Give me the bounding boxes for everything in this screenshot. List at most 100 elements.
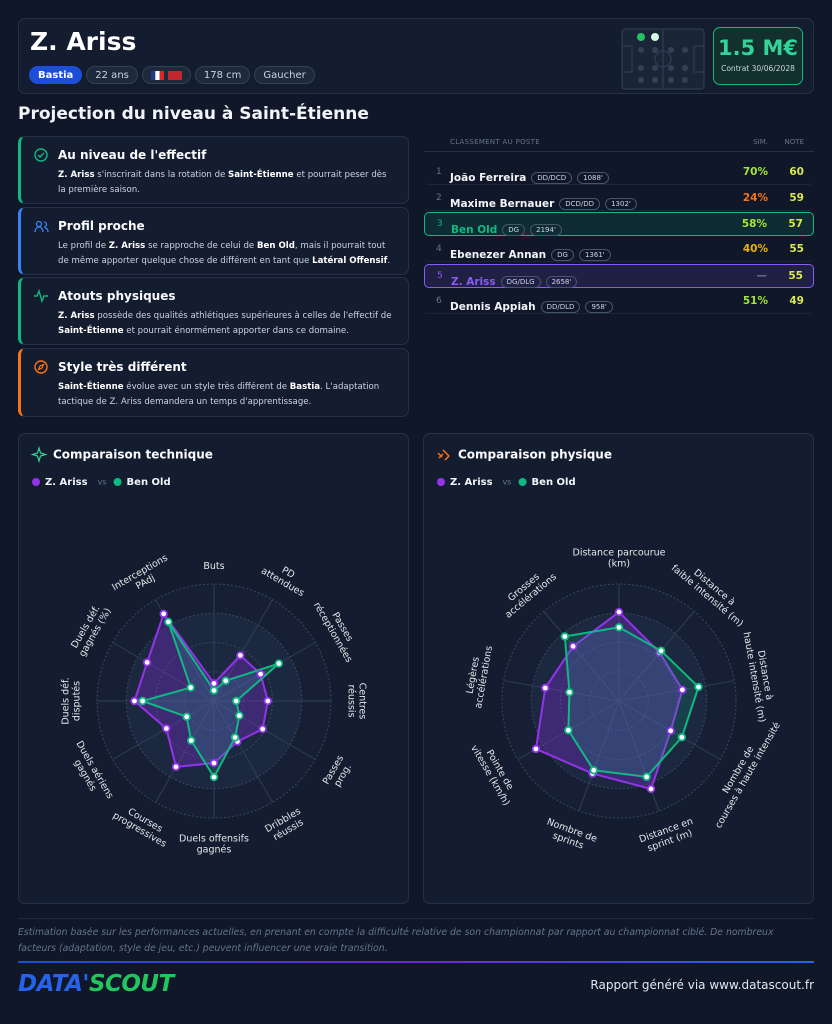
radar-area [563, 626, 700, 778]
axis-label: PDattendues [259, 556, 312, 599]
position-badge: DG/DLG [500, 275, 541, 288]
minutes-badge: 958' [585, 300, 613, 313]
axis-label: Distance àhaute intensité (m) [741, 629, 779, 723]
text-run: Ben Old [256, 241, 295, 251]
radar-point [235, 711, 244, 720]
axis-label-line: Duels déf. [61, 677, 72, 724]
card-title: Style très différent [58, 360, 187, 374]
card-icon [34, 288, 49, 308]
divider [18, 918, 814, 919]
player-name: João Ferreira [450, 172, 527, 184]
radar-point [232, 696, 241, 706]
footer-line [18, 961, 814, 963]
minutes-badge: 1361' [578, 249, 611, 262]
axis-label: Distance ensprint (m) [638, 816, 699, 856]
minutes-badge: 2658' [545, 275, 578, 288]
card-text: Z. Ariss possède des qualités athlétique… [58, 309, 396, 339]
icon [30, 445, 48, 464]
legend-vs: vs [503, 478, 512, 487]
ranking-row: 5 Z. Ariss DG/DLG 2658' — 55 [424, 263, 814, 288]
ranking-row: 4 Ebenezer Annan DG 1361' 40% 55 [424, 238, 814, 263]
text-run: Z. Ariss [58, 311, 95, 321]
spoke [213, 642, 316, 702]
chart-title: Comparaison technique [53, 448, 213, 462]
card-text: Le profil de Z. Ariss se rapproche de ce… [58, 239, 396, 269]
radar-point [186, 736, 196, 745]
rank: 2 [436, 192, 442, 203]
minutes-badge: 1088' [577, 172, 609, 184]
player: João Ferreira DD/DCD 1088' [450, 166, 609, 185]
insight-card: Au niveau de l'effectif Z. Ariss s'inscri… [18, 136, 409, 204]
insight-card: Atouts physiques Z. Ariss possède des qua… [18, 277, 409, 345]
player-name: Z. Ariss [451, 275, 496, 288]
radar-point [263, 696, 273, 706]
grid-ring [560, 642, 678, 760]
radar-point [186, 683, 195, 692]
flags [141, 66, 191, 84]
radar-point [209, 772, 219, 782]
radar-point [531, 744, 541, 754]
player: Maxime Bernauer DCD/DD 1302' [450, 192, 637, 211]
card-title: Au niveau de l'effectif [58, 148, 207, 162]
title-icon [30, 445, 48, 464]
radar-point [560, 632, 570, 641]
chart-panel: Comparaison physique Z. Ariss vs Ben Old Dis… [423, 433, 814, 904]
radar-point [209, 686, 219, 695]
column-header: SIM. [753, 138, 768, 146]
radar-point [694, 682, 703, 692]
axis-label: Buts [203, 561, 224, 572]
similarity: — [756, 269, 768, 282]
insight-card: Profil proche Le profil de Z. Ariss se ra… [18, 207, 409, 275]
card-text: Z. Ariss s'inscrirait dans la rotation d… [58, 168, 396, 198]
radar-point [646, 784, 656, 794]
ranking-row: 1 João Ferreira DD/DCD 1088' 70% 60 [424, 161, 814, 185]
similarity: 70% [742, 166, 768, 178]
radar-chart: Comparaison physique Z. Ariss vs Ben Old Dis… [437, 448, 783, 856]
radar-point [221, 676, 230, 685]
text-run: , mais il pourrait tout de même apporter… [58, 241, 386, 266]
header: Z. Ariss Bastia 22 ans 178 cm Gaucher 1.5 M… [18, 18, 814, 94]
legend-label: Z. Ariss [450, 477, 493, 488]
section-title: Projection du niveau à Saint-Étienne [18, 104, 369, 124]
player-name: Dennis Appiah [450, 300, 536, 313]
text-run: Le profil de [58, 241, 109, 251]
text-run: . [387, 256, 391, 266]
icon [437, 449, 450, 461]
pitch-mini [621, 28, 705, 90]
radar-point [677, 733, 687, 742]
tag: Gaucher [254, 66, 315, 84]
position-badge: DD/DLD [540, 300, 581, 313]
card-icon [34, 360, 49, 379]
card-title: Profil proche [58, 219, 145, 233]
axis-label: Duels déf.disputés [61, 677, 83, 724]
legend-label: Ben Old [532, 477, 576, 488]
player: Ben Old DG 2194' [451, 218, 562, 237]
radar-point [642, 772, 651, 782]
axis-label-line: disputés [72, 681, 83, 721]
radar-point [568, 642, 578, 651]
position-badge: DG [502, 224, 526, 237]
minutes-badge: 1302' [605, 197, 637, 210]
spoke [112, 642, 215, 702]
chart-title: Comparaison physique [458, 448, 612, 462]
note: 60 [789, 166, 804, 178]
similarity: 58% [741, 218, 767, 231]
radar-point [171, 762, 181, 772]
similarity: 51% [742, 294, 768, 307]
text-run: s'inscrirait dans la rotation de [94, 170, 229, 180]
credit: Rapport généré via www.datascout.fr [590, 978, 814, 992]
radar-point [182, 712, 191, 721]
note: 55 [788, 269, 803, 282]
rank: 3 [437, 219, 443, 230]
radar-point [678, 685, 687, 695]
radar-point [258, 724, 267, 734]
similarity: 24% [742, 191, 768, 204]
radar-area [534, 610, 684, 791]
legend-dot [32, 478, 40, 486]
header-rule [424, 151, 814, 152]
text-run: Z. Ariss [108, 241, 146, 251]
spoke [578, 700, 620, 812]
axis-label: Nombre desprints [541, 817, 598, 856]
text-run: se rapproche de celui de [145, 241, 257, 251]
